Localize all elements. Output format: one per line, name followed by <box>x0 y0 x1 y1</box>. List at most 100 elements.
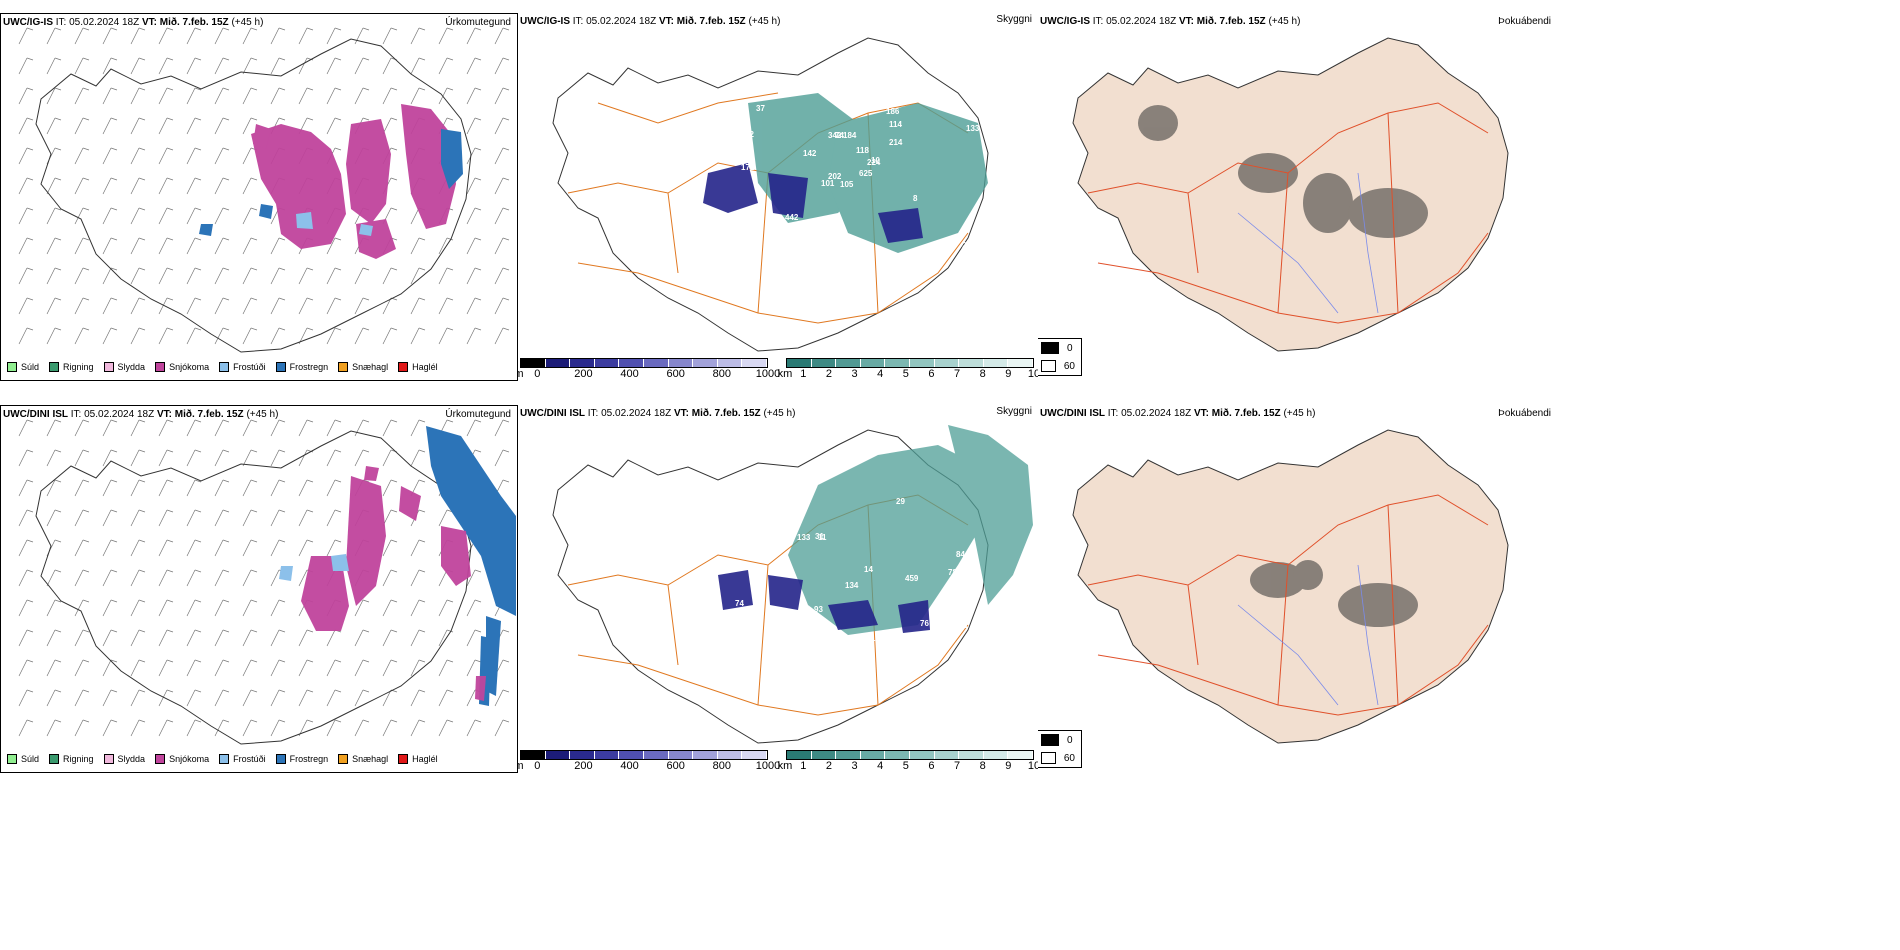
scale-tick: 800 <box>712 760 732 772</box>
wind-barb <box>18 267 34 285</box>
init-time: 05.02.2024 18Z <box>1106 16 1177 27</box>
visibility-km-area <box>788 425 1033 635</box>
wind-barb <box>18 659 34 677</box>
precip-freezing-drizzle <box>296 212 373 236</box>
valid-label: VT: <box>156 409 172 420</box>
scale-tick: 7 <box>954 760 961 772</box>
panel-title: Úrkomutegund <box>445 17 511 28</box>
visibility-value-label: 27 <box>776 496 785 505</box>
wind-barb <box>382 297 398 315</box>
wind-barb <box>74 267 90 285</box>
panel-header: UWC/DINI ISL IT: 05.02.2024 18Z VT: Mið.… <box>520 406 1036 422</box>
wind-barb <box>270 57 286 75</box>
wind-barb <box>382 117 398 135</box>
scale-tick: 1 <box>800 760 807 772</box>
cloud-black-swatch <box>1041 734 1059 746</box>
wind-barb <box>158 599 174 617</box>
scale-tick: 6 <box>928 760 935 772</box>
wind-barb <box>354 449 370 467</box>
wind-barb <box>242 569 258 587</box>
cloud-white-swatch <box>1041 360 1056 372</box>
wind-barb <box>298 509 314 527</box>
wind-barb <box>242 479 258 497</box>
wind-barb <box>130 599 146 617</box>
wind-barb <box>326 539 342 557</box>
lead-time: (+45 h) <box>748 16 781 27</box>
cloud-min: 0 <box>1067 342 1073 354</box>
wind-barb <box>18 629 34 647</box>
iceland-outline <box>35 38 472 353</box>
legend-label: Snæhagl <box>352 754 389 764</box>
wind-barb <box>102 117 118 135</box>
wind-barb <box>18 419 34 437</box>
wind-barb <box>130 87 146 105</box>
wind-barb <box>410 237 426 255</box>
wind-barb <box>270 267 286 285</box>
wind-barb <box>298 539 314 557</box>
visibility-km-scale: km 1 2 3 4 5 6 7 8 9 10 <box>778 358 1038 381</box>
wind-barb <box>46 689 62 707</box>
scale-tick: 1 <box>800 368 807 380</box>
cloud-max: 60 <box>1063 752 1075 764</box>
init-time: 05.02.2024 18Z <box>1121 408 1192 419</box>
valid-label: VT: <box>658 16 674 27</box>
wind-barb <box>298 449 314 467</box>
wind-barb <box>186 207 202 225</box>
scale-swatch <box>959 359 984 367</box>
wind-barb <box>214 479 230 497</box>
wind-barb <box>102 147 118 165</box>
wind-barb <box>158 479 174 497</box>
wind-barb <box>186 689 202 707</box>
scale-swatch <box>643 751 669 759</box>
legend-item: Súld <box>7 362 39 372</box>
wind-barb <box>466 659 482 677</box>
visibility-value-label: 29 <box>896 497 905 506</box>
scale-tick: 400 <box>620 760 639 772</box>
wind-barb <box>130 719 146 737</box>
visibility-value-label: 186 <box>886 107 900 116</box>
wind-barb <box>214 117 230 135</box>
wind-barb <box>18 117 34 135</box>
valid-label: VT: <box>673 408 689 419</box>
wind-barb <box>270 237 286 255</box>
wind-barb <box>18 297 34 315</box>
wind-barb <box>326 57 342 75</box>
wind-barb <box>102 27 118 45</box>
wind-barb <box>242 87 258 105</box>
wind-barb <box>46 719 62 737</box>
wind-barb <box>102 449 118 467</box>
wind-barb <box>46 297 62 315</box>
wind-barb <box>74 479 90 497</box>
visibility-value-label: 118 <box>856 146 869 155</box>
visibility-value-label: 81 <box>732 561 741 570</box>
valid-time: Mið. 7.feb. 15Z <box>159 17 229 28</box>
wind-barb <box>158 177 174 195</box>
scale-swatch <box>885 751 910 759</box>
wind-barb <box>270 327 286 345</box>
cloud-black-swatch <box>1041 342 1059 354</box>
wind-barb <box>74 599 90 617</box>
legend-item: Rigning <box>49 362 94 372</box>
wind-barb <box>382 327 398 345</box>
visibility-m-scale: m 0 200 400 600 800 1000 <box>518 750 780 773</box>
scale-tick: 7 <box>954 368 961 380</box>
wind-barb <box>74 659 90 677</box>
wind-barb <box>18 57 34 75</box>
iceland-outline <box>552 429 989 744</box>
visibility-value-label: 74 <box>735 599 744 608</box>
wind-barb <box>270 297 286 315</box>
wind-barb <box>326 267 342 285</box>
scale-swatch <box>742 359 767 367</box>
wind-barb <box>46 479 62 497</box>
visibility-value-label: 10 <box>871 156 880 165</box>
panel-title: Þokuábendi <box>1498 16 1551 27</box>
wind-barb <box>186 87 202 105</box>
wind-barb <box>158 689 174 707</box>
visibility-value-label: 11 <box>818 533 827 542</box>
legend-label: Slydda <box>117 362 146 372</box>
legend-label: Haglél <box>412 754 438 764</box>
visibility-value-label: 224 <box>867 158 881 167</box>
legend-label: Frostúði <box>233 754 266 764</box>
wind-barb <box>18 689 34 707</box>
wind-barb <box>466 719 482 737</box>
